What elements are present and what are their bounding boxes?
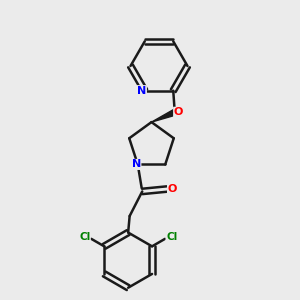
Text: O: O [174,107,183,117]
Polygon shape [152,110,176,122]
Text: Cl: Cl [166,232,177,242]
Text: Cl: Cl [79,232,90,242]
Text: N: N [137,86,146,96]
Text: O: O [168,184,177,194]
Text: N: N [132,159,141,170]
